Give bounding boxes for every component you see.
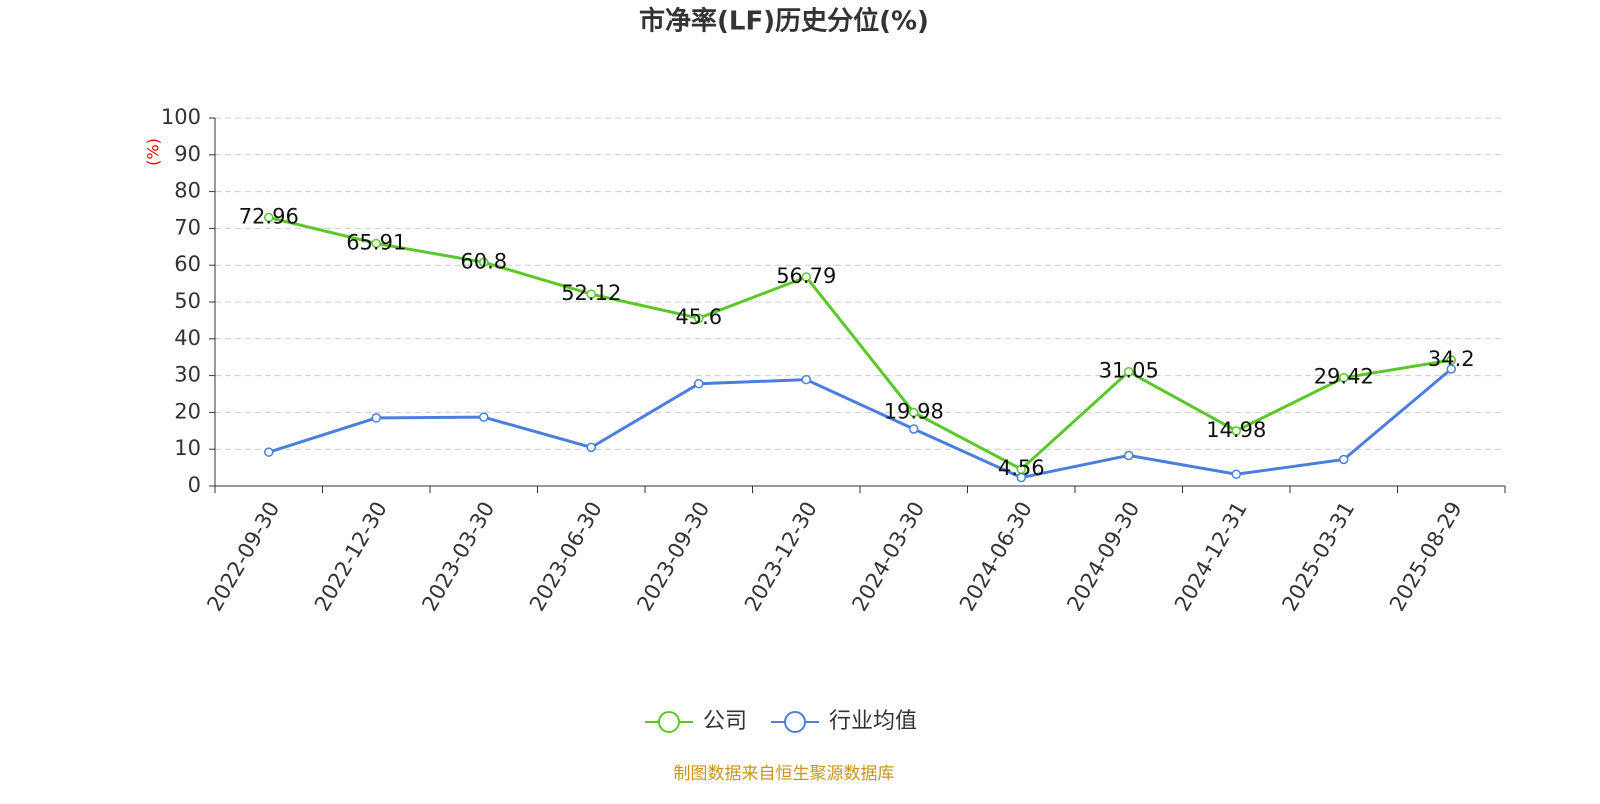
- data-point: [586, 442, 596, 453]
- y-tick-label: 30: [174, 363, 201, 387]
- y-tick-label: 90: [174, 142, 201, 166]
- legend-item: 公司: [645, 709, 747, 734]
- data-point: [694, 378, 704, 389]
- x-tick-label: 2025-03-31: [1277, 498, 1359, 616]
- data-point: [586, 289, 596, 299]
- data-point: [479, 257, 489, 268]
- data-point: [371, 238, 381, 249]
- data-point: [909, 424, 919, 434]
- data-point: [694, 313, 704, 323]
- data-point: [479, 412, 489, 422]
- data-label: 14.98: [1206, 418, 1266, 442]
- data-label: 31.05: [1099, 359, 1159, 383]
- source-note: 制图数据来自恒生聚源数据库: [674, 764, 895, 784]
- data-label: 60.8: [460, 249, 507, 273]
- y-tick-label: 20: [174, 399, 201, 423]
- series-line: [268, 216, 1452, 472]
- y-tick-label: 10: [174, 436, 201, 460]
- data-point: [1339, 372, 1349, 383]
- data-point: [1446, 364, 1456, 374]
- y-tick-label: 60: [174, 252, 201, 276]
- data-label: 19.98: [884, 399, 944, 423]
- y-tick-label: 0: [188, 473, 201, 497]
- data-point: [1231, 426, 1241, 436]
- data-label: 52.12: [561, 281, 621, 305]
- data-point: [801, 272, 811, 282]
- legend-marker: [658, 711, 680, 733]
- legend-marker: [784, 711, 807, 733]
- data-point: [1446, 355, 1456, 365]
- data-point: [1124, 450, 1134, 461]
- x-tick-label: 2023-06-30: [525, 498, 607, 616]
- data-point: [264, 447, 274, 457]
- x-tick-label: 2025-08-29: [1385, 498, 1467, 616]
- y-tick-label: 80: [174, 179, 201, 203]
- data-point: [1231, 469, 1241, 479]
- y-tick-label: 40: [174, 326, 201, 350]
- data-label: 72.96: [239, 205, 299, 229]
- data-point: [371, 413, 381, 423]
- y-tick-label: 70: [174, 215, 201, 239]
- y-axis-label: (%): [144, 138, 163, 166]
- data-point: [1124, 366, 1134, 377]
- x-tick-label: 2024-09-30: [1062, 498, 1144, 616]
- data-label: 56.79: [776, 264, 836, 288]
- x-tick-label: 2023-03-30: [417, 498, 499, 616]
- x-tick-label: 2023-09-30: [632, 498, 714, 616]
- data-label: 45.6: [675, 305, 722, 329]
- x-tick-label: 2024-12-31: [1170, 498, 1252, 616]
- chart-title: 市净率(LF)历史分位(%): [639, 6, 929, 37]
- y-tick-label: 100: [161, 105, 201, 129]
- data-point: [264, 212, 274, 223]
- data-label: 65.91: [346, 230, 406, 254]
- data-point: [1339, 454, 1349, 465]
- x-tick-label: 2024-06-30: [955, 498, 1037, 616]
- x-tick-label: 2023-12-30: [740, 498, 822, 616]
- legend-item: 行业均值: [771, 709, 917, 734]
- data-point: [801, 374, 811, 385]
- data-label: 29.42: [1314, 365, 1374, 389]
- legend-label: 行业均值: [829, 709, 917, 734]
- y-tick-label: 50: [174, 289, 201, 313]
- x-tick-label: 2024-03-30: [847, 498, 929, 616]
- x-tick-label: 2022-09-30: [202, 498, 284, 616]
- data-point: [909, 407, 919, 418]
- legend-label: 公司: [703, 709, 747, 734]
- data-point: [1016, 472, 1026, 483]
- series-line: [268, 367, 1453, 480]
- x-tick-label: 2022-12-30: [310, 498, 392, 616]
